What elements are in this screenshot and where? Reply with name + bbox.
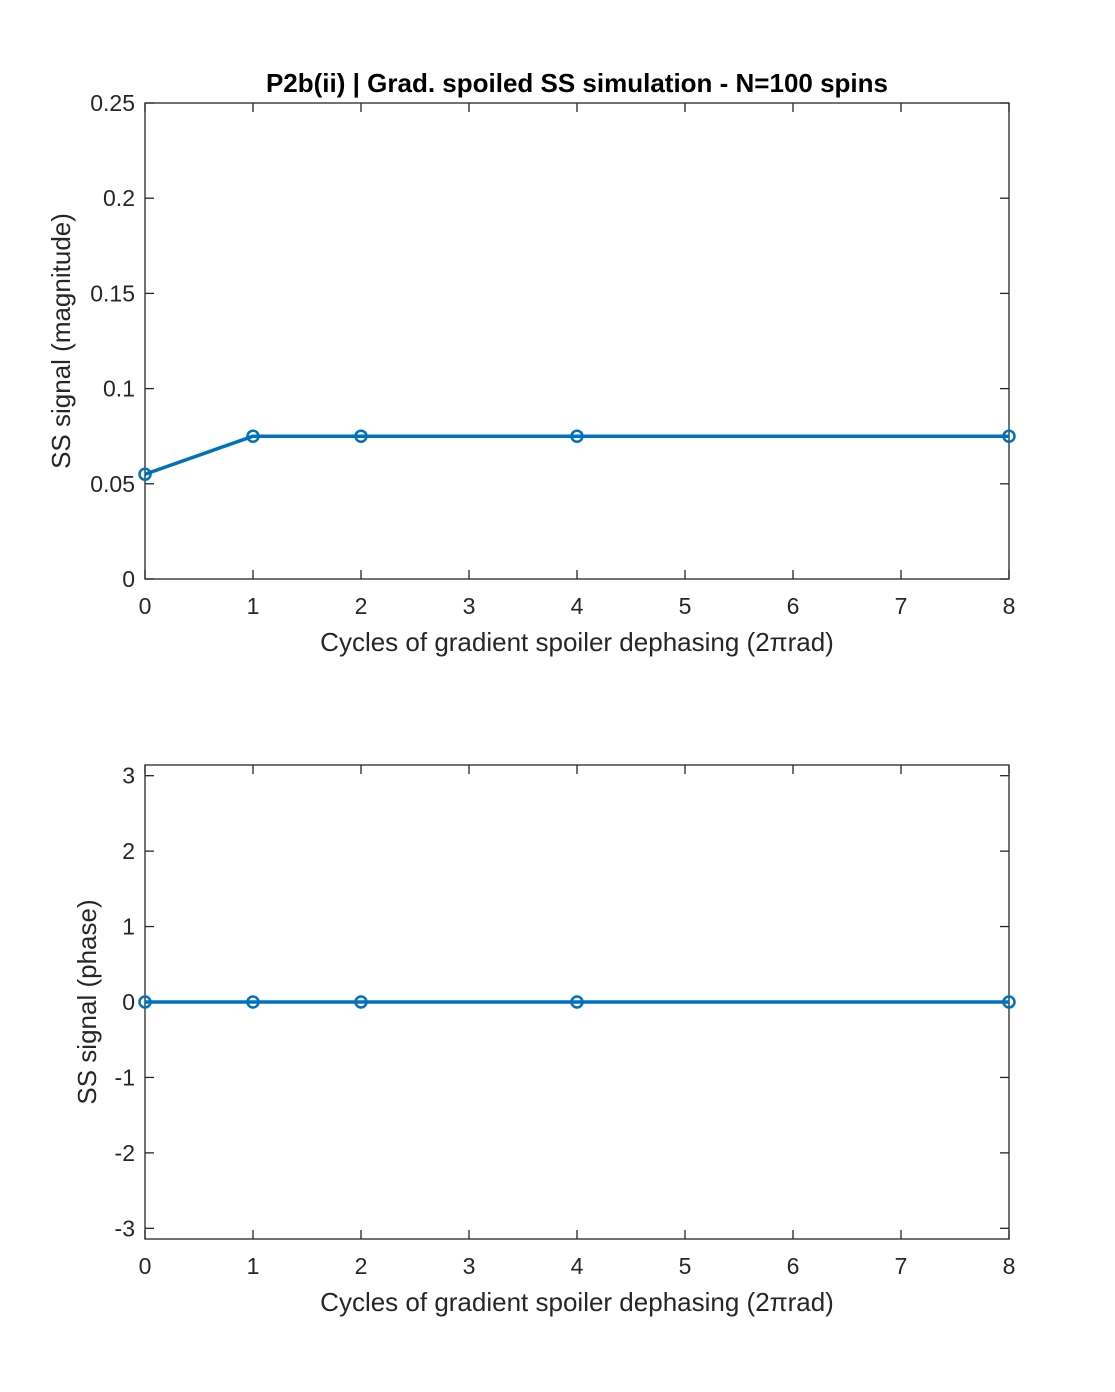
x-tick-label: 3 <box>463 593 476 619</box>
data-point-marker <box>246 429 260 443</box>
x-tick-label: 2 <box>355 593 368 619</box>
axes-frame <box>144 102 1010 580</box>
x-tick-label: 5 <box>679 1253 692 1279</box>
y-tick-label: 0.15 <box>90 280 135 306</box>
x-tick-label: 0 <box>139 1253 152 1279</box>
x-tick-label: 4 <box>571 1253 584 1279</box>
x-tick-label: 1 <box>247 593 260 619</box>
x-tick-label: 1 <box>247 1253 260 1279</box>
x-tick-label: 7 <box>895 593 908 619</box>
data-point-marker <box>138 995 152 1009</box>
x-tick-label: 5 <box>679 593 692 619</box>
y-tick-label: -2 <box>115 1140 135 1166</box>
x-tick-label: 7 <box>895 1253 908 1279</box>
y-tick-label: 0.05 <box>90 471 135 497</box>
y-tick-label: 0.25 <box>90 90 135 116</box>
y-tick-label: 0.1 <box>103 376 135 402</box>
data-point-marker <box>354 429 368 443</box>
x-tick-label: 4 <box>571 593 584 619</box>
series-line <box>144 434 1009 476</box>
x-tick-label: 6 <box>787 593 800 619</box>
chart-title: P2b(ii) | Grad. spoiled SS simulation - … <box>266 68 888 98</box>
data-point-marker <box>1002 429 1016 443</box>
y-tick-label: 0 <box>122 989 135 1015</box>
y-tick-label: -1 <box>115 1064 135 1090</box>
data-point-marker <box>246 995 260 1009</box>
data-point-marker <box>570 429 584 443</box>
data-point-marker <box>570 995 584 1009</box>
x-tick-label: 0 <box>139 593 152 619</box>
data-point-marker <box>138 467 152 482</box>
x-tick-label: 6 <box>787 1253 800 1279</box>
x-tick-label: 2 <box>355 1253 368 1279</box>
x-axis-label: Cycles of gradient spoiler dephasing (2π… <box>320 1287 834 1317</box>
y-tick-label: 1 <box>122 914 135 940</box>
x-tick-label: 3 <box>463 1253 476 1279</box>
y-tick-label: 0 <box>122 566 135 592</box>
y-axis-label: SS signal (phase) <box>72 899 102 1104</box>
x-axis-label: Cycles of gradient spoiler dephasing (2π… <box>320 627 834 657</box>
x-tick-label: 8 <box>1003 1253 1016 1279</box>
y-axis-label: SS signal (magnitude) <box>46 213 76 469</box>
y-tick-label: 2 <box>122 838 135 864</box>
data-point-marker <box>354 995 368 1009</box>
y-tick-label: 3 <box>122 763 135 789</box>
magnitude-plot: 0 1 2 3 4 5 6 7 8 0 0.05 0.1 0.15 0.2 0.25 Cycles of gr… <box>46 90 1016 657</box>
x-tick-label: 8 <box>1003 593 1016 619</box>
y-tick-label: 0.2 <box>103 185 135 211</box>
data-point-marker <box>1002 995 1016 1009</box>
y-tick-label: -3 <box>115 1215 135 1241</box>
phase-plot: 0 1 2 3 4 5 6 7 8 -3 -2 -1 0 1 2 3 Cycles of gradient sp… <box>72 763 1016 1317</box>
